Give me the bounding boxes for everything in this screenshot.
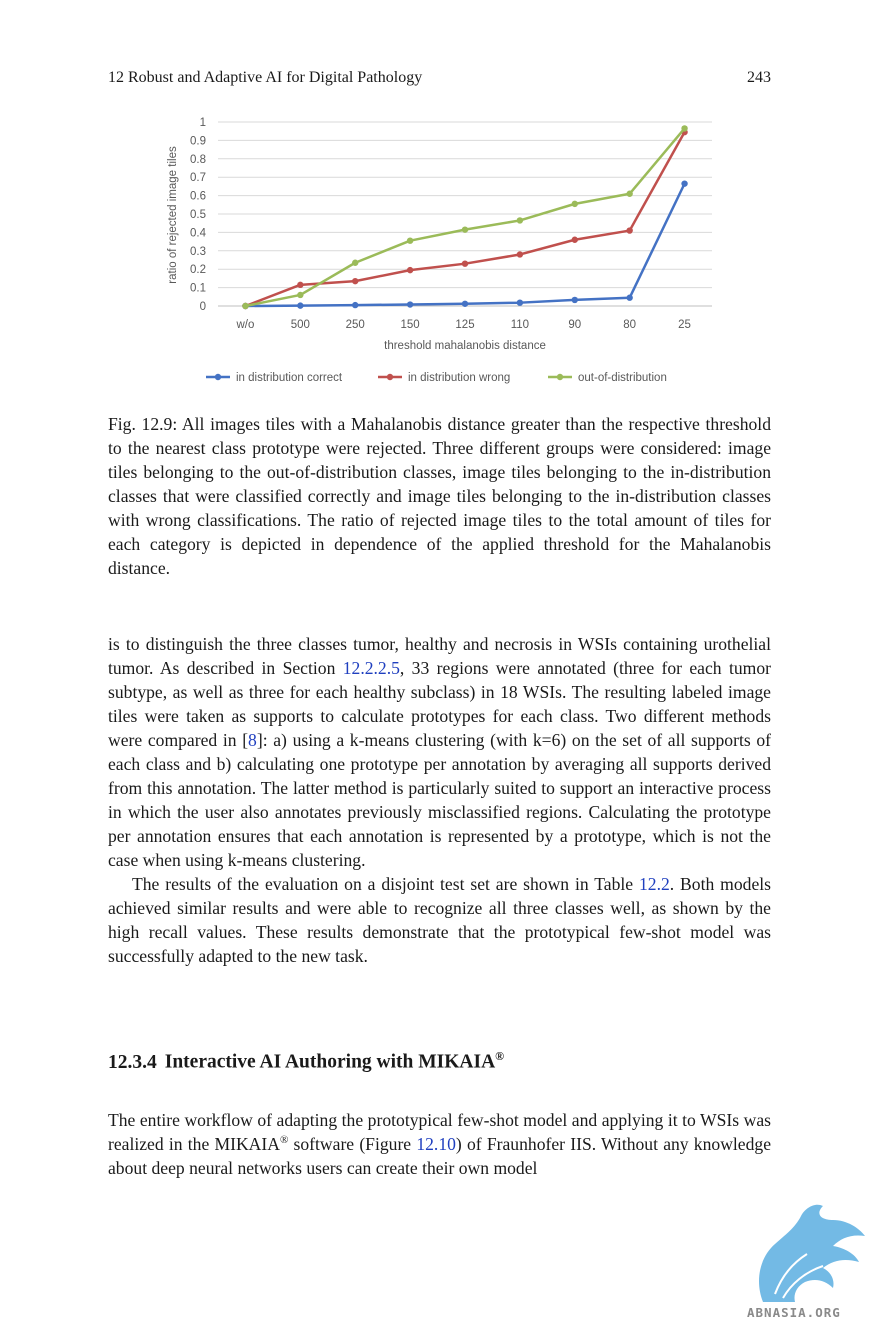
data-point <box>242 302 249 310</box>
y-tick-label: 0 <box>200 301 206 313</box>
x-tick-label: 90 <box>568 319 581 331</box>
section-number: 12.3.4 <box>108 1051 157 1073</box>
y-tick-label: 0.3 <box>190 246 206 258</box>
legend-label: in distribution correct <box>236 372 343 384</box>
watermark-text: ABNASIA.ORG <box>747 1305 841 1320</box>
data-point <box>571 296 578 304</box>
watermark-logo: ABNASIA.ORG <box>735 1198 879 1328</box>
x-axis-label: threshold mahalanobis distance <box>384 340 546 352</box>
paragraph: The entire workflow of adapting the prot… <box>108 1110 771 1178</box>
data-point <box>516 251 524 258</box>
paragraph: The results of the evaluation on a disjo… <box>108 874 771 966</box>
y-tick-label: 0.4 <box>190 227 207 239</box>
data-point <box>626 227 633 234</box>
y-tick-label: 0.8 <box>190 154 206 166</box>
x-tick-label: 25 <box>678 319 691 331</box>
data-point <box>681 180 688 187</box>
legend-marker <box>214 373 222 381</box>
legend-label: in distribution wrong <box>408 372 510 384</box>
x-tick-label: w/o <box>235 319 254 331</box>
bird-logo-icon <box>759 1204 865 1302</box>
data-point <box>516 299 524 306</box>
data-point <box>352 277 359 285</box>
series-line-2 <box>245 127 686 308</box>
table-link[interactable]: 12.2 <box>638 874 670 894</box>
y-tick-label: 0.5 <box>190 209 206 221</box>
data-point <box>352 259 359 266</box>
data-point <box>406 237 414 244</box>
body-text-section: The entire workflow of adapting the prot… <box>108 1108 771 1180</box>
data-point <box>406 266 414 274</box>
x-axis-ticks: w/o 500 250 150 125 110 90 80 25 <box>235 319 690 331</box>
y-tick-label: 0.1 <box>190 283 206 295</box>
section-title: Interactive AI Authoring with MIKAIA <box>164 1051 496 1073</box>
figure-caption: Fig. 12.9: All images tiles with a Mahal… <box>108 414 771 578</box>
chart-legend: in distribution correct in distribution w… <box>206 372 667 384</box>
body-text: is to distinguish the three classes tumo… <box>108 632 771 968</box>
y-tick-label: 0.9 <box>190 135 206 147</box>
section-link[interactable]: 12.2.2.5 <box>342 658 400 678</box>
legend-label: out-of-distribution <box>578 372 667 384</box>
data-point <box>681 125 688 132</box>
paragraph: is to distinguish the three classes tumo… <box>108 634 771 870</box>
figure-link[interactable]: 12.10 <box>416 1134 456 1154</box>
data-point <box>571 236 578 243</box>
data-point <box>461 300 469 307</box>
data-point <box>297 291 304 299</box>
y-tick-label: 1 <box>200 117 206 129</box>
y-tick-label: 0.6 <box>190 191 206 203</box>
x-tick-label: 125 <box>455 319 474 331</box>
x-tick-label: 150 <box>401 319 420 331</box>
section-heading: 12.3.4 Interactive AI Authoring with MIKA… <box>108 1049 771 1074</box>
data-point <box>461 226 469 233</box>
running-header: 12 Robust and Adaptive AI for Digital Pa… <box>108 69 771 91</box>
x-tick-label: 250 <box>346 319 365 331</box>
data-point <box>461 260 469 267</box>
data-point <box>297 302 304 309</box>
series-line-1 <box>244 131 686 308</box>
y-axis-ticks: 0 0.1 0.2 0.3 0.4 0.5 0.6 0.7 0.8 0.9 1 <box>190 117 207 313</box>
x-tick-label: 110 <box>511 319 529 331</box>
y-tick-label: 0.7 <box>190 172 206 184</box>
x-tick-label: 500 <box>291 319 310 331</box>
x-tick-label: 80 <box>623 319 636 331</box>
y-tick-label: 0.2 <box>190 264 206 276</box>
y-axis-label: ratio of rejected image tiles <box>167 146 179 284</box>
legend-marker <box>556 373 564 381</box>
data-point <box>352 301 359 309</box>
registered-mark: ® <box>495 1049 505 1063</box>
data-point <box>626 294 633 301</box>
data-point <box>297 281 304 289</box>
data-point <box>516 217 524 224</box>
rejection-ratio-line-chart: 0 0.1 0.2 0.3 0.4 0.5 0.6 0.7 0.8 0.9 1 w/o 500 250 1… <box>167 117 712 384</box>
data-point <box>626 190 633 197</box>
data-point <box>571 200 578 208</box>
page-number: 243 <box>747 69 771 86</box>
chart-series <box>242 125 688 310</box>
legend-marker <box>386 373 394 381</box>
data-point <box>406 301 414 308</box>
chapter-title: 12 Robust and Adaptive AI for Digital Pa… <box>108 69 423 86</box>
citation-link[interactable]: 8 <box>248 730 257 750</box>
